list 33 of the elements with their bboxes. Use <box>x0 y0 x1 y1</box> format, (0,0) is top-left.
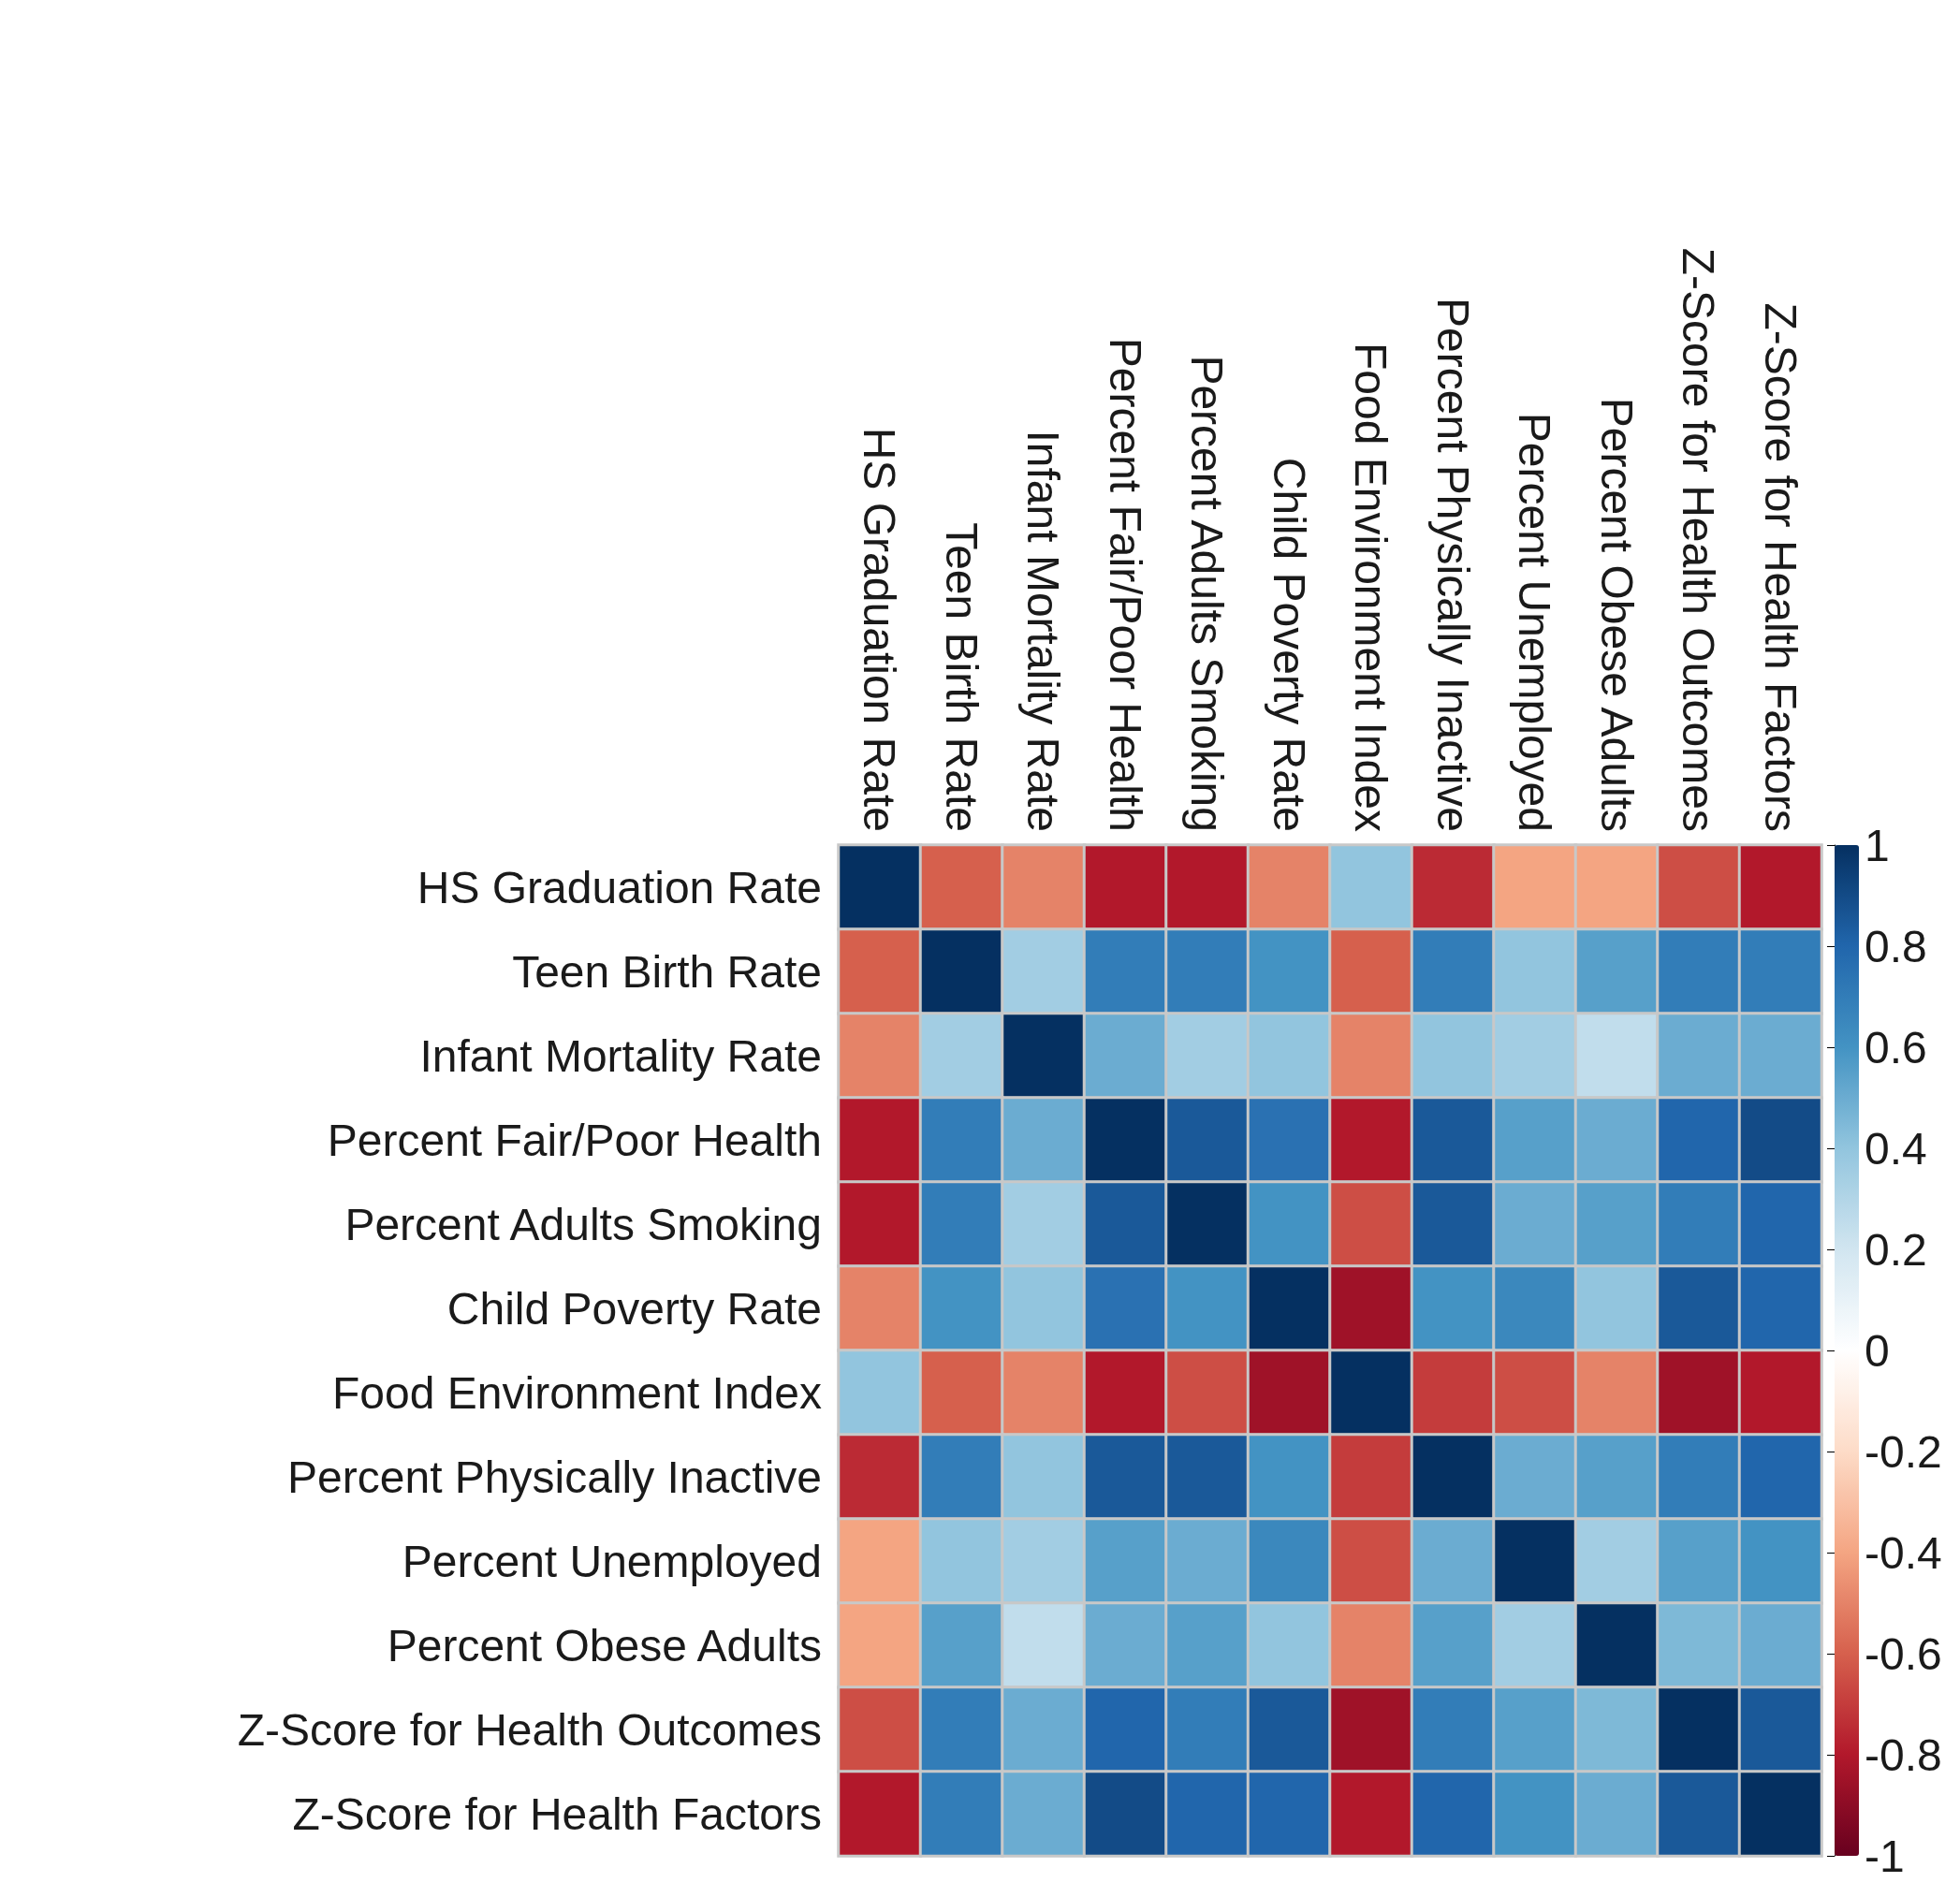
y-tick-label: HS Graduation Rate <box>417 862 822 912</box>
color-bar-label: -0.8 <box>1865 1729 1942 1780</box>
color-bar-label: -0.6 <box>1865 1628 1942 1679</box>
color-bar-label: 0.2 <box>1865 1224 1927 1275</box>
color-bar-label: 0.4 <box>1865 1123 1927 1174</box>
x-tick-label: Percent Unemployed <box>1510 412 1560 832</box>
color-bar-label: -0.4 <box>1865 1527 1942 1578</box>
x-tick-label: Z-Score for Health Outcomes <box>1674 247 1724 832</box>
x-tick-label: Percent Obese Adults <box>1591 397 1642 832</box>
x-tick-label: Percent Adults Smoking <box>1182 355 1233 832</box>
color-bar-label: 1 <box>1865 820 1890 870</box>
y-tick-label: Infant Mortality Rate <box>419 1030 822 1081</box>
y-tick-label: Percent Obese Adults <box>387 1620 822 1671</box>
x-tick-label: Child Poverty Rate <box>1264 457 1314 832</box>
color-bar-label: 0.8 <box>1865 921 1927 971</box>
color-bar-label: -0.2 <box>1865 1426 1942 1477</box>
x-tick-label: Food Environment Index <box>1346 343 1397 832</box>
y-tick-label: Z-Score for Health Factors <box>292 1788 822 1839</box>
color-bar-label: 0 <box>1865 1325 1890 1376</box>
x-tick-label: Percent Fair/Poor Health <box>1100 337 1150 832</box>
x-tick-label: Percent Physically Inactive <box>1427 298 1478 832</box>
y-tick-label: Percent Physically Inactive <box>287 1452 822 1502</box>
y-tick-label: Child Poverty Rate <box>446 1283 822 1334</box>
y-tick-label: Food Environment Index <box>332 1367 822 1418</box>
y-tick-label: Z-Score for Health Outcomes <box>237 1704 822 1755</box>
y-tick-label: Percent Adults Smoking <box>344 1199 822 1249</box>
y-tick-label: Percent Fair/Poor Health <box>327 1115 822 1165</box>
color-bar-label: -1 <box>1865 1831 1905 1881</box>
color-bar-label: 0.6 <box>1865 1022 1927 1073</box>
y-tick-label: Teen Birth Rate <box>512 946 822 997</box>
x-tick-label: Infant Mortality Rate <box>1018 430 1069 832</box>
x-tick-label: Z-Score for Health Factors <box>1755 302 1806 832</box>
y-tick-label: Percent Unemployed <box>402 1536 822 1586</box>
